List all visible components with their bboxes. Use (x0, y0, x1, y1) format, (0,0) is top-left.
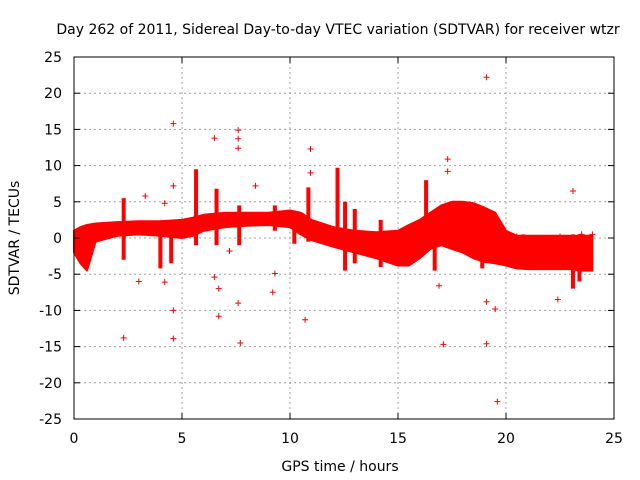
outlier-point (170, 307, 177, 314)
outlier-point (235, 127, 242, 134)
x-tick-label: 15 (389, 431, 407, 447)
y-tick-label: 25 (44, 50, 62, 66)
x-tick-label: 20 (497, 431, 515, 447)
outlier-point (307, 145, 314, 152)
outlier-point (440, 341, 447, 348)
outlier-point (513, 233, 520, 240)
outlier-point (269, 289, 276, 296)
y-tick-label: 5 (53, 195, 62, 211)
outlier-point (170, 120, 177, 127)
outlier-point (170, 182, 177, 189)
outlier-point (485, 209, 492, 216)
outlier-point (436, 282, 443, 289)
outlier-point (226, 248, 233, 255)
outlier-point (271, 270, 278, 277)
outlier-point (120, 334, 127, 341)
outlier-point (307, 169, 314, 176)
outlier-point (444, 156, 451, 163)
outlier-point (161, 200, 168, 207)
y-tick-label: -15 (39, 340, 62, 356)
ticks: 0 5 10 15 20 25 -25 -20 -15 -10 -5 0 5 10 15 20 25 (39, 50, 623, 447)
outlier-point (215, 313, 222, 320)
outlier-point (135, 278, 142, 285)
y-tick-label: 20 (44, 86, 62, 102)
outlier-point (557, 233, 563, 240)
x-tick-label: 10 (281, 431, 299, 447)
sdtvar-band (73, 200, 594, 272)
y-tick-label: -5 (48, 267, 62, 283)
y-axis-label: SDTVAR / TECUs (7, 181, 23, 296)
outlier-point (483, 340, 490, 347)
data-layer (73, 74, 596, 405)
outlier-point (483, 74, 490, 81)
outlier-point (302, 316, 309, 323)
outlier-point (589, 231, 596, 238)
outlier-point (142, 193, 149, 200)
outlier-point (211, 274, 218, 281)
y-tick-label: -20 (39, 376, 62, 392)
outlier-point (237, 339, 244, 346)
outlier-point (161, 279, 168, 286)
y-tick-label: -25 (39, 412, 62, 428)
outlier-point (235, 135, 242, 142)
y-tick-label: -10 (39, 303, 62, 319)
outlier-point (578, 231, 585, 238)
outlier-point (235, 300, 242, 307)
outlier-point (235, 145, 242, 152)
x-tick-label: 5 (178, 431, 187, 447)
outlier-point (215, 285, 222, 292)
y-tick-label: 10 (44, 159, 62, 175)
x-tick-label: 0 (70, 431, 79, 447)
x-axis-label: GPS time / hours (281, 459, 398, 475)
outlier-point (483, 298, 490, 305)
chart-title: Day 262 of 2011, Sidereal Day-to-day VTE… (56, 22, 620, 38)
outlier-point (494, 398, 501, 405)
x-tick-label: 25 (605, 431, 623, 447)
outlier-point (444, 168, 451, 175)
outlier-point (170, 335, 177, 342)
y-tick-label: 15 (44, 122, 62, 138)
outlier-point (211, 135, 218, 142)
outlier-point (252, 182, 259, 189)
outlier-point (554, 296, 561, 303)
outlier-point (492, 305, 499, 312)
outlier-point (569, 187, 576, 194)
y-tick-label: 0 (53, 231, 62, 247)
